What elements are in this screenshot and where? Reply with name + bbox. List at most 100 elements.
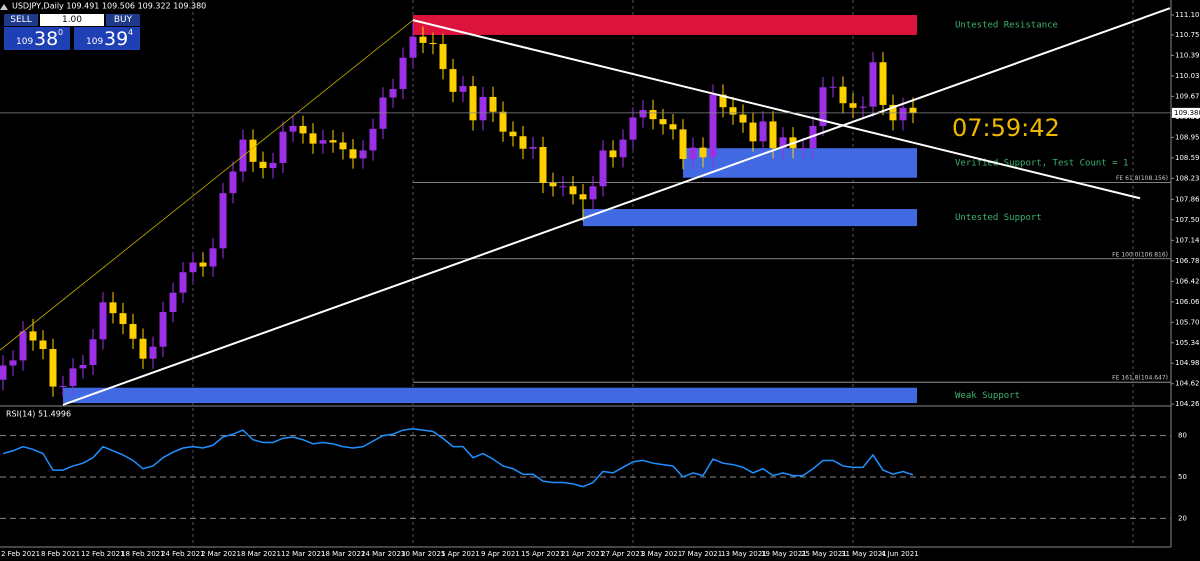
y-tick-label: 105.340: [1175, 339, 1200, 347]
x-tick-label: 15 Apr 2021: [521, 550, 564, 558]
candle-body: [629, 117, 637, 140]
candle-body: [849, 103, 857, 108]
x-tick-label: 8 Mar 2021: [241, 550, 281, 558]
candle-body: [439, 44, 447, 70]
candle-body: [99, 302, 107, 340]
candle-body: [599, 150, 607, 187]
candle-body: [119, 313, 127, 324]
fib-label: FE 161.8(104.647): [1112, 375, 1168, 382]
candle-body: [329, 140, 337, 143]
bid-sup: 0: [58, 28, 64, 37]
ask-price[interactable]: 109 39 4: [74, 27, 140, 50]
candle-body: [479, 96, 487, 121]
x-tick-label: 7 May 2021: [681, 550, 722, 558]
candle-body: [559, 186, 567, 188]
candle-body: [489, 96, 497, 112]
x-tick-label: 30 Mar 2021: [401, 550, 445, 558]
candle-body: [19, 331, 27, 361]
y-tick-label: 108.590: [1175, 154, 1200, 162]
candle-body: [0, 365, 7, 380]
y-tick-label: 109.670: [1175, 92, 1200, 100]
candle-body: [459, 86, 467, 92]
candle-body: [779, 137, 787, 149]
candle-body: [389, 88, 397, 98]
y-tick-label: 107.860: [1175, 195, 1200, 203]
candle-body: [9, 360, 17, 366]
candle-body: [429, 42, 437, 45]
buy-button[interactable]: BUY: [106, 14, 140, 26]
x-tick-label: 4 Jun 2021: [881, 550, 919, 558]
grid: [192, 0, 1134, 547]
zone: [63, 387, 917, 404]
y-tick-label: 105.700: [1175, 318, 1200, 326]
x-tick-label: 24 Feb 2021: [161, 550, 205, 558]
zone-label: Untested Support: [955, 213, 1042, 223]
candle-body: [609, 150, 617, 158]
candle-body: [639, 110, 647, 118]
candle-body: [589, 186, 597, 200]
rsi-title: RSI(14) 51.4996: [6, 410, 71, 419]
x-tick-label: 13 May 2021: [721, 550, 767, 558]
candle-body: [699, 147, 707, 158]
candle-body: [289, 125, 297, 132]
x-tick-label: 5 Apr 2021: [441, 550, 480, 558]
candle-body: [499, 111, 507, 132]
last-price-box: [1172, 107, 1200, 118]
candle-body: [749, 122, 757, 142]
trade-panel: SELL 1.00 BUY 109 38 0 109 39 4: [4, 14, 140, 50]
ask-main: 39: [104, 28, 129, 50]
trendline: [412, 19, 1141, 200]
symbol-icon: [0, 4, 8, 10]
candle-body: [899, 107, 907, 121]
candle-body: [29, 331, 37, 341]
x-tick-label: 24 Mar 2021: [361, 550, 405, 558]
x-tick-label: 25 May 2021: [801, 550, 847, 558]
candle-body: [619, 139, 627, 158]
lot-input[interactable]: 1.00: [40, 14, 104, 26]
candle-body: [799, 148, 807, 150]
x-tick-label: 18 Feb 2021: [121, 550, 165, 558]
y-tick-label: 107.140: [1175, 236, 1200, 244]
candle-body: [829, 86, 837, 88]
x-tick-label: 12 Mar 2021: [281, 550, 325, 558]
x-tick-label: 21 Apr 2021: [561, 550, 604, 558]
fib-label: FE 61.8(108.156): [1116, 175, 1168, 182]
last-price-label: 109.380: [1174, 109, 1200, 117]
y-tick-label: 110.030: [1175, 72, 1200, 80]
candle-body: [449, 69, 457, 92]
candle-body: [169, 292, 177, 313]
candle-body: [279, 131, 287, 163]
zone: [683, 148, 917, 178]
trendline: [0, 19, 414, 351]
trendline: [62, 7, 1171, 406]
candle-body: [769, 121, 777, 149]
countdown: 07:59:42: [952, 114, 1060, 142]
candle-body: [129, 323, 137, 339]
y-tick-label: 111.100: [1175, 11, 1200, 19]
zone: [583, 209, 917, 227]
candle-body: [299, 125, 307, 134]
candle-body: [189, 262, 197, 273]
candle-body: [89, 339, 97, 365]
candle-body: [909, 107, 917, 113]
candle-body: [49, 349, 57, 387]
candle-body: [339, 142, 347, 150]
candle-body: [649, 110, 657, 120]
candle-body: [579, 194, 587, 200]
candle-body: [399, 57, 407, 89]
candle-body: [659, 119, 667, 125]
candle-body: [409, 36, 417, 58]
x-tick-label: 27 Apr 2021: [601, 550, 644, 558]
candle-body: [309, 133, 317, 144]
rsi-tick-label: 80: [1178, 432, 1187, 440]
candle-body: [219, 193, 227, 249]
rsi-tick-label: 50: [1178, 473, 1187, 481]
bid-price[interactable]: 109 38 0: [4, 27, 70, 50]
candle-body: [839, 86, 847, 104]
candle-body: [229, 171, 237, 194]
candle-body: [179, 272, 187, 293]
sell-button[interactable]: SELL: [4, 14, 38, 26]
candle-body: [209, 248, 217, 267]
candle-body: [869, 62, 877, 107]
symbol-line: USDJPY,Daily 109.491 109.506 109.322 109…: [12, 2, 206, 11]
